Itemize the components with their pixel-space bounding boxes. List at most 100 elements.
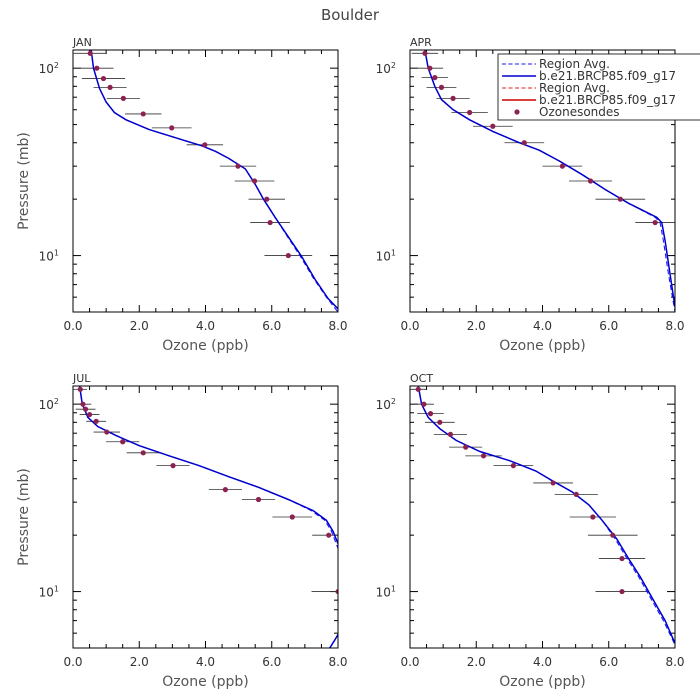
y-tick-label: 101 [39,585,59,600]
y-axis-label: Pressure (mb) [16,132,32,230]
plot-frame [409,385,676,649]
ozonesonde-point [432,75,438,81]
ozonesonde-point [77,386,83,392]
ozonesonde-point [438,84,445,90]
ozonesonde-point [427,65,433,71]
panel-apr: APR 0.0 2.0 4.0 6.0 8.0 101 102 Ozone (ppb) [376,36,685,354]
ozonesonde-point [610,532,616,538]
x-tick-label: 6.0 [262,655,281,669]
x-axis-label: Ozone (ppb) [162,674,248,690]
x-tick-label: 2.0 [467,655,486,669]
ozonesonde-point [255,496,262,503]
ozonesonde-point [169,125,175,131]
ozonesonde-point [559,163,565,169]
ozonesonde-point [107,84,113,90]
ozonesonde-point [437,419,443,425]
ozonesonde-point [170,463,176,469]
ozonesonde-point [587,178,594,184]
x-axis-label: Ozone (ppb) [499,338,585,354]
ozonesonde-point [335,588,338,595]
ozonesonde-point [80,401,86,407]
ozonesonde-point [521,140,527,146]
ozonesonde-point [82,406,89,412]
x-tick-label: 4.0 [533,319,552,333]
panel-jul: JUL 0.0 2.0 4.0 6.0 8.0 101 102 Ozone (ppb) Press… [16,372,348,690]
y-tick-label: 101 [376,585,396,600]
ozonesonde-point [450,95,456,101]
x-tick-label: 0.0 [400,319,419,333]
panel-oct: OCT 0.0 2.0 4.0 6.0 8.0 101 102 Ozone (ppb) [376,372,685,690]
ozonesonde-point [120,95,126,101]
ozonesonde-point [140,450,146,456]
legend-label: Ozonesondes [539,105,620,119]
ozonesonde-point [617,196,623,202]
ozonesonde-point [573,491,579,498]
legend-label: Region Avg. [539,57,610,71]
ozonesonde-point [421,401,427,407]
data-layer [73,50,338,312]
data-layer [410,386,675,646]
ozonesonde-point [100,75,107,82]
ozonesonde-point [94,65,100,71]
x-tick-label: 6.0 [599,655,618,669]
ozonesonde-point [422,50,428,56]
x-tick-label: 0.0 [63,319,82,333]
x-tick-label: 2.0 [467,319,486,333]
ozonesonde-point [251,178,258,184]
ozonesonde-point [267,219,273,226]
y-tick-label: 101 [376,249,396,264]
series-line-1 [90,50,338,312]
plot-frame [72,49,339,313]
panel-label-jan: JAN [72,36,92,49]
x-tick-label: 0.0 [63,655,82,669]
y-tick-label: 102 [376,61,396,76]
y-tick-label: 102 [39,61,59,76]
ozonesonde-point [447,431,454,437]
series-line-1 [79,386,338,549]
ozonesonde-point [202,142,208,148]
ozonesonde-point [590,514,596,520]
ozonesonde-point [550,480,556,486]
ozonesonde-point [264,196,270,202]
x-tick-label: 6.0 [262,319,281,333]
legend-label: b.e21.BRCP85.f09_g17 [539,93,676,107]
series-line-2 [424,50,675,308]
ozonesonde-point [467,109,473,116]
series-line-2 [78,386,338,544]
ozonesonde-point [86,411,93,418]
ozonesonde-point [87,50,93,56]
x-axis-label: Ozone (ppb) [162,338,248,354]
x-tick-label: 0.0 [400,655,419,669]
panel-label-apr: APR [410,36,432,49]
ozonesonde-point [235,163,241,169]
ozonesonde-point [285,252,291,259]
legend-box [497,53,700,121]
ozonesonde-point [140,111,146,117]
x-tick-label: 4.0 [196,655,215,669]
x-tick-label: 6.0 [599,319,618,333]
panel-jan: JAN 0.0 2.0 4.0 6.0 8.0 101 102 Ozone (ppb) Press… [16,36,348,354]
data-layer [411,50,675,312]
ozonesonde-point [415,386,421,392]
series-line-2 [90,50,338,310]
ozonesonde-point [652,219,658,226]
y-axis-label: Pressure (mb) [16,468,32,566]
x-axis-label: Ozone (ppb) [499,674,585,690]
ozonesonde-point [427,411,434,417]
plot-frame [72,385,339,649]
plot-frame [409,49,676,313]
data-layer [73,386,338,648]
series-line-3 [329,634,338,648]
x-tick-label: 2.0 [130,319,149,333]
ozonesonde-point [93,418,99,424]
ozonesonde-point [490,123,496,129]
x-tick-label: 4.0 [533,655,552,669]
legend-label: b.e21.BRCP85.f09_g17 [539,69,676,83]
series-line-2 [417,386,675,644]
ozonesonde-point [104,429,110,435]
x-tick-label: 8.0 [665,655,684,669]
ozonesonde-point [480,453,487,459]
ozonesonde-point [289,514,295,520]
legend-label: Region Avg. [539,81,610,95]
ozonesonde-point [120,439,126,445]
